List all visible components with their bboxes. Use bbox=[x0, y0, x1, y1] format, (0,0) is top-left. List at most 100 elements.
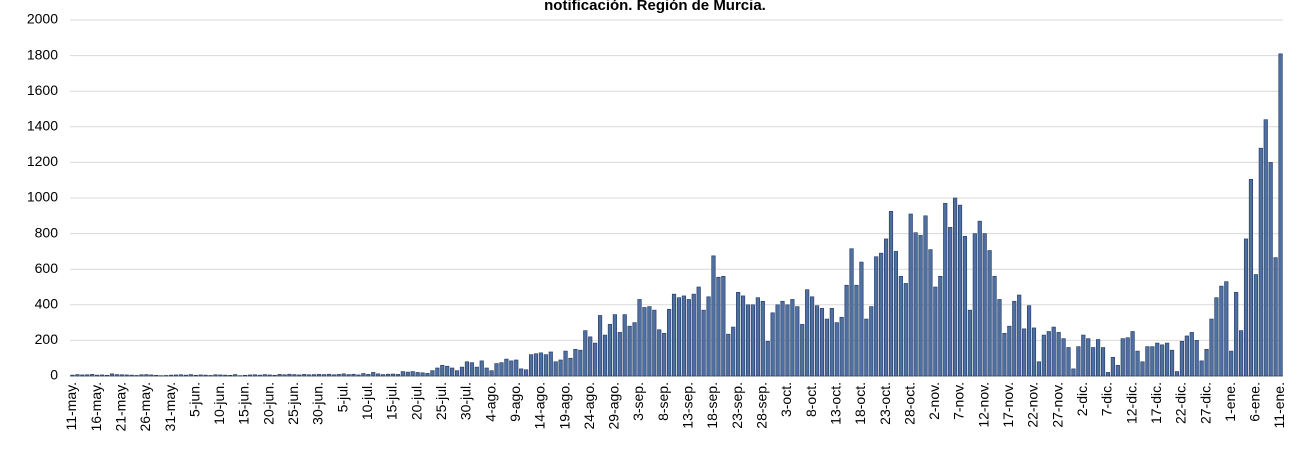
bar bbox=[134, 375, 139, 377]
x-tick-label: 24-ago. bbox=[581, 382, 597, 429]
bar bbox=[341, 373, 346, 377]
bar bbox=[938, 276, 943, 377]
bar bbox=[583, 330, 588, 377]
x-tick-label: 28-sep. bbox=[753, 382, 769, 429]
bar bbox=[1105, 372, 1111, 377]
bar bbox=[706, 296, 711, 377]
x-tick-label: 11-may. bbox=[63, 382, 79, 431]
bar bbox=[538, 352, 543, 377]
bar bbox=[1022, 328, 1027, 377]
bar bbox=[933, 286, 938, 377]
y-tick-label: 1000 bbox=[27, 189, 58, 205]
bar bbox=[785, 304, 790, 377]
bar bbox=[435, 367, 440, 377]
bar bbox=[671, 293, 677, 377]
bar bbox=[361, 373, 366, 377]
x-tick-label: 10-jul. bbox=[359, 382, 375, 420]
bar bbox=[1036, 361, 1041, 377]
x-tick-label: 5-jun. bbox=[186, 382, 202, 417]
x-tick-label: 8-sep. bbox=[655, 382, 671, 421]
bar bbox=[1071, 368, 1076, 377]
bar bbox=[381, 374, 386, 377]
bar bbox=[662, 332, 667, 377]
bar bbox=[302, 374, 307, 377]
x-tick-label: 27-dic. bbox=[1197, 382, 1213, 424]
x-tick-label: 15-jul. bbox=[384, 382, 400, 420]
bar bbox=[1046, 331, 1051, 377]
bar bbox=[686, 299, 691, 377]
x-tick-label: 19-ago. bbox=[556, 382, 572, 429]
bar bbox=[420, 372, 425, 377]
bar bbox=[208, 375, 213, 377]
y-tick-label: 1600 bbox=[27, 82, 58, 98]
bar bbox=[632, 322, 637, 377]
bar bbox=[588, 336, 593, 377]
bar bbox=[647, 306, 652, 377]
y-tick-label: 1800 bbox=[27, 46, 58, 62]
x-tick-label: 17-dic. bbox=[1148, 382, 1164, 424]
bar bbox=[721, 276, 726, 377]
bar bbox=[1135, 350, 1140, 377]
bar bbox=[464, 361, 470, 377]
bar bbox=[962, 235, 968, 377]
bar bbox=[617, 332, 622, 377]
bar bbox=[1066, 347, 1071, 377]
bar bbox=[642, 307, 647, 377]
bar bbox=[622, 314, 627, 377]
x-tick-label: 18-oct. bbox=[852, 382, 868, 425]
bar bbox=[80, 374, 85, 377]
bar bbox=[178, 374, 184, 377]
bar bbox=[1189, 332, 1194, 377]
bar bbox=[198, 374, 203, 377]
bar bbox=[607, 324, 613, 377]
bar bbox=[558, 359, 563, 377]
bar bbox=[440, 365, 445, 377]
bar bbox=[563, 350, 568, 377]
bar bbox=[514, 359, 519, 377]
bar bbox=[731, 326, 736, 377]
bar bbox=[336, 374, 341, 377]
bar bbox=[405, 371, 410, 377]
bar bbox=[1174, 371, 1180, 377]
bar bbox=[193, 374, 198, 377]
bar bbox=[1268, 162, 1273, 377]
bar bbox=[247, 374, 253, 377]
bar bbox=[943, 203, 948, 377]
bar bbox=[790, 299, 795, 377]
bar bbox=[819, 308, 825, 377]
bar bbox=[124, 374, 129, 377]
bar bbox=[676, 297, 682, 377]
bar bbox=[109, 373, 114, 377]
bar bbox=[1219, 285, 1224, 377]
bar bbox=[691, 293, 696, 377]
bar bbox=[459, 366, 465, 377]
bar bbox=[967, 309, 972, 377]
bar bbox=[883, 238, 889, 377]
bar bbox=[543, 354, 548, 377]
bar bbox=[667, 308, 672, 377]
bar bbox=[1278, 53, 1283, 377]
bar bbox=[548, 351, 553, 377]
bar bbox=[1145, 346, 1150, 377]
x-tick-label: 2-dic. bbox=[1074, 382, 1090, 416]
bar bbox=[474, 366, 479, 377]
bar bbox=[1056, 332, 1061, 377]
bar bbox=[1012, 300, 1017, 377]
x-tick-label: 27-nov. bbox=[1049, 382, 1065, 428]
bar bbox=[519, 368, 524, 377]
bar bbox=[390, 373, 396, 377]
bar bbox=[114, 374, 119, 377]
y-tick-label: 600 bbox=[35, 260, 59, 276]
bar bbox=[1224, 281, 1229, 377]
bar bbox=[612, 314, 617, 377]
bar bbox=[70, 374, 75, 377]
bar bbox=[652, 309, 657, 377]
y-tick-label: 1400 bbox=[27, 118, 58, 134]
y-tick-label: 2000 bbox=[27, 11, 58, 27]
bar bbox=[765, 340, 770, 377]
bar bbox=[479, 360, 484, 377]
bar bbox=[770, 312, 775, 377]
bar bbox=[1091, 347, 1096, 377]
bar bbox=[489, 370, 494, 377]
